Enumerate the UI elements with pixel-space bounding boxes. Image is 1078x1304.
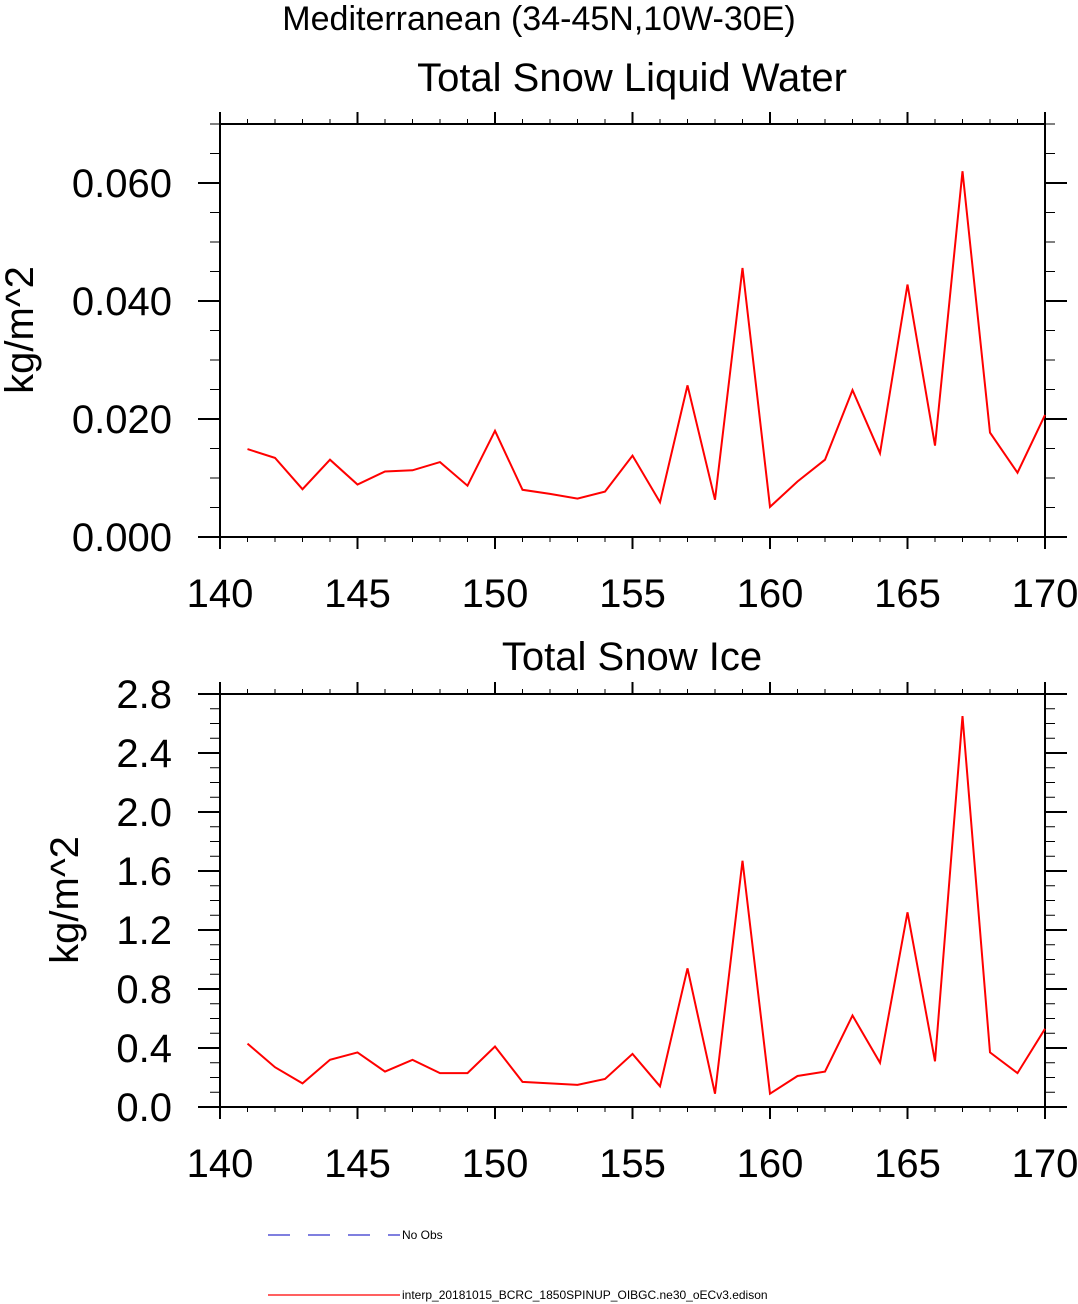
x-tick-label: 160: [737, 1142, 804, 1186]
y-tick-label: 0.0: [116, 1086, 172, 1130]
series-line-model: [246, 716, 1046, 1096]
x-tick-label: 140: [187, 572, 254, 616]
y-tick-label: 1.6: [116, 850, 172, 894]
x-tick-label: 165: [874, 1142, 941, 1186]
plot-frame: [219, 693, 1046, 1108]
x-tick-label: 150: [462, 572, 529, 616]
panel-snow-ice: Total Snow Ice kg/m^2 140 145 150 155 160 165…: [43, 635, 1078, 1186]
legend-label-model: interp_20181015_BCRC_1850SPINUP_OIBGC.ne…: [402, 1288, 768, 1302]
region-title: Mediterranean (34-45N,10W-30E): [282, 0, 795, 38]
panel-2-title: Total Snow Ice: [502, 635, 762, 679]
panel-1-axes: 140 145 150 155 160 165 170 0.000 0.020 0.040 0.06…: [72, 112, 1078, 616]
x-tick-label: 170: [1012, 1142, 1078, 1186]
panel-2-axes: 140 145 150 155 160 165 170 0.0 0.4 0.8 1.2 1.6 2.0 2…: [116, 673, 1078, 1186]
panel-snow-liquid-water: Total Snow Liquid Water kg/m^2 140 145 150…: [0, 56, 1078, 616]
y-tick-label: 0.000: [72, 516, 172, 560]
x-tick-label: 145: [324, 1142, 391, 1186]
legend: No Obs interp_20181015_BCRC_1850SPINUP_O…: [268, 1228, 768, 1302]
y-tick-label: 0.040: [72, 280, 172, 324]
y-tick-label: 2.0: [116, 791, 172, 835]
legend-item-model: interp_20181015_BCRC_1850SPINUP_OIBGC.ne…: [268, 1288, 768, 1302]
x-tick-label: 150: [462, 1142, 529, 1186]
y-tick-label: 1.2: [116, 909, 172, 953]
y-tick-label: 0.020: [72, 398, 172, 442]
x-tick-label: 160: [737, 572, 804, 616]
x-tick-label: 145: [324, 572, 391, 616]
x-tick-label: 140: [187, 1142, 254, 1186]
y-tick-label: 2.8: [116, 673, 172, 717]
x-tick-label: 155: [599, 1142, 666, 1186]
panel-1-title: Total Snow Liquid Water: [417, 56, 847, 100]
panel-1-ylabel: kg/m^2: [0, 266, 42, 394]
y-tick-label: 2.4: [116, 732, 172, 776]
y-tick-label: 0.4: [116, 1027, 172, 1071]
panel-1-plot-area: [247, 171, 1046, 509]
x-tick-label: 170: [1012, 572, 1078, 616]
x-tick-label: 155: [599, 572, 666, 616]
legend-item-no-obs: No Obs: [268, 1228, 443, 1242]
plot-frame: [219, 123, 1046, 538]
panel-2-ylabel: kg/m^2: [43, 836, 87, 964]
x-tick-label: 165: [874, 572, 941, 616]
series-line-model: [247, 171, 1046, 509]
y-tick-label: 0.8: [116, 968, 172, 1012]
y-tick-label: 0.060: [72, 162, 172, 206]
panel-2-plot-area: [246, 716, 1046, 1096]
legend-label-no-obs: No Obs: [402, 1228, 443, 1242]
